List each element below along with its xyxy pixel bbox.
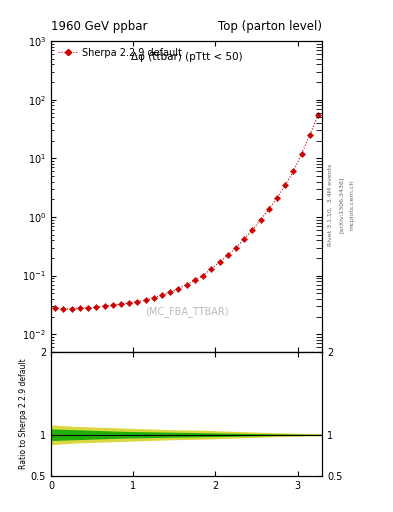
Text: Top (parton level): Top (parton level)	[218, 20, 322, 33]
Y-axis label: Ratio to Sherpa 2.2.9 default: Ratio to Sherpa 2.2.9 default	[19, 358, 28, 470]
Legend: Sherpa 2.2.9 default: Sherpa 2.2.9 default	[56, 46, 184, 60]
Text: 1960 GeV ppbar: 1960 GeV ppbar	[51, 20, 148, 33]
Text: Rivet 3.1.10,  3.4M events: Rivet 3.1.10, 3.4M events	[328, 164, 333, 246]
Text: mcplots.cern.ch: mcplots.cern.ch	[349, 180, 354, 230]
Text: Δφ (t̅tbar) (pTtt < 50): Δφ (t̅tbar) (pTtt < 50)	[131, 52, 242, 62]
Text: (MC_FBA_TTBAR): (MC_FBA_TTBAR)	[145, 306, 228, 317]
Text: [arXiv:1306.3436]: [arXiv:1306.3436]	[339, 177, 344, 233]
